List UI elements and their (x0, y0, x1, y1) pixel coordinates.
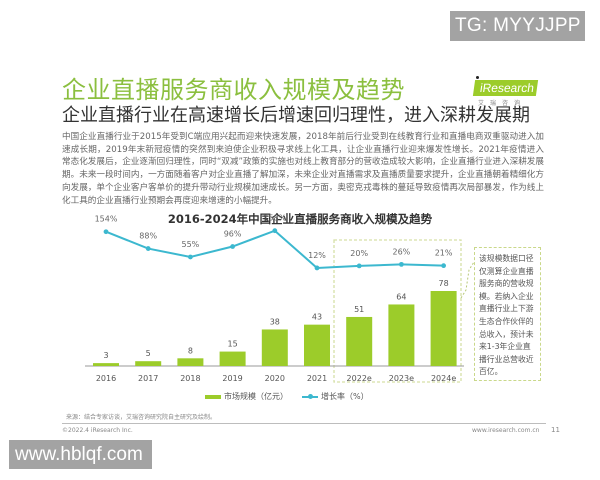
x-axis-label: 2018 (180, 374, 200, 383)
rate-point (272, 228, 278, 234)
footer-divider (62, 423, 546, 424)
rate-point (314, 265, 320, 271)
iresearch-logo: iResearch 艾瑞咨询 (472, 77, 540, 107)
bar (219, 351, 246, 366)
bar-value-label: 78 (439, 279, 449, 288)
bar-value-label: 38 (270, 317, 280, 326)
page-number: 11 (551, 426, 560, 434)
note-box: 该规模数据口径仅测算企业直播服务商的营收规模。若纳入企业直播行业上下游生态合作伙… (474, 247, 541, 381)
chart-legend: 市场规模（亿元） 增长率（%） (205, 391, 369, 402)
bar-value-label: 64 (396, 292, 406, 301)
logo-dot-icon (476, 76, 479, 79)
rate-point (103, 229, 109, 235)
page-subtitle: 企业直播行业在高速增长后增速回归理性，进入深耕发展期 (62, 105, 530, 126)
legend-item-bar: 市场规模（亿元） (205, 391, 288, 402)
bar (430, 291, 457, 366)
source-note: 来源：结合专家访谈，艾瑞咨询研究院自主研究及绘制。 (66, 414, 217, 421)
bar-value-label: 15 (228, 340, 238, 349)
forecast-box (333, 239, 462, 383)
bar-value-label: 5 (146, 349, 151, 358)
bar (261, 329, 288, 366)
x-axis-label: 2017 (138, 374, 158, 383)
legend-item-line: 增长率（%） (302, 391, 369, 402)
rate-label: 158% (263, 214, 286, 223)
x-axis-label: 2019 (222, 374, 242, 383)
x-axis-label: 2023e (389, 374, 414, 383)
bar (135, 361, 162, 366)
rate-label: 21% (435, 249, 453, 258)
rate-label: 26% (393, 247, 411, 256)
x-axis-label: 2016 (96, 374, 116, 383)
line-swatch-icon (302, 393, 318, 399)
bar (304, 324, 330, 366)
bar (177, 358, 204, 366)
body-paragraph: 中国企业直播行业于2015年受到C端应用兴起而迎来快速发展，2018年前后行业受… (62, 132, 544, 206)
legend-label-line: 增长率（%） (321, 392, 369, 401)
rate-point (356, 263, 362, 269)
website-link[interactable]: www.iresearch.com.cn (472, 427, 540, 434)
rate-point (188, 254, 193, 260)
x-axis-label: 2022e (347, 374, 372, 383)
chart-title: 2016-2024年中国企业直播服务商收入规模及趋势 (167, 212, 433, 226)
rate-point (145, 246, 151, 251)
copyright: ©2022.4 iResearch Inc. (62, 427, 133, 434)
bar-value-labels: 3 5 8 15 38 43 51 64 78 (103, 279, 448, 360)
bar (346, 316, 373, 366)
rate-label: 88% (139, 232, 157, 241)
rate-point (441, 263, 446, 269)
watermark-top: TG: MYYJJPP (450, 11, 585, 41)
logo-subtitle: 艾瑞咨询 (478, 100, 527, 107)
growth-rate-points (103, 228, 446, 271)
rate-label: 55% (182, 240, 200, 249)
rate-label: 20% (350, 249, 368, 258)
page-title: 企业直播服务商收入规模及趋势 (62, 76, 405, 104)
growth-rate-labels: 154% 88% 55% 96% 158% 12% 20% 26% 21% (95, 214, 453, 260)
x-axis-labels: 2016 2017 2018 2019 2020 2021 2022e 2023e 2024e (96, 374, 456, 383)
bar-swatch-icon (205, 394, 221, 399)
note-connector (460, 261, 475, 299)
watermark-bottom: www.hblqf.com (9, 440, 152, 469)
x-axis-label: 2024e (431, 374, 456, 383)
bar-value-label: 51 (354, 305, 364, 314)
rate-point (230, 244, 236, 249)
bar-series (93, 291, 457, 366)
rate-label: 12% (308, 251, 326, 260)
rate-label: 96% (224, 230, 242, 239)
bar-value-label: 3 (103, 351, 108, 360)
x-axis-label: 2020 (265, 374, 285, 383)
x-axis-label: 2021 (307, 374, 327, 383)
bar (93, 363, 119, 366)
bar (388, 304, 415, 366)
rate-label: 154% (95, 215, 118, 224)
bar-value-label: 8 (188, 346, 193, 355)
rate-point (399, 261, 404, 267)
legend-label-bar: 市场规模（亿元） (224, 392, 288, 401)
bar-value-label: 43 (312, 313, 322, 322)
